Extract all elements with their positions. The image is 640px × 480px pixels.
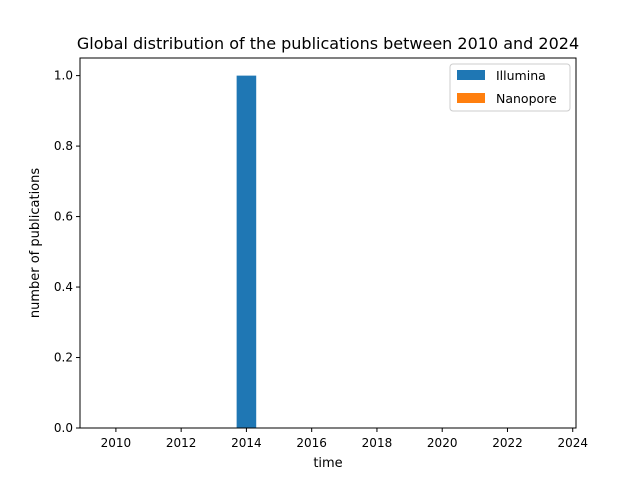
x-tick-label: 2020	[427, 436, 458, 450]
legend-swatch-nanopore	[457, 93, 485, 103]
legend: Illumina Nanopore	[449, 63, 571, 112]
x-axis-label: time	[313, 456, 342, 471]
y-tick-label: 0.6	[54, 210, 73, 224]
legend-label-illumina: Illumina	[496, 68, 546, 83]
x-tick-label: 2010	[101, 436, 132, 450]
y-tick-label: 0.0	[54, 421, 73, 435]
y-axis: 0.0 0.2 0.4 0.6 0.8 1.0	[54, 69, 80, 435]
chart-title: Global distribution of the publications …	[77, 34, 579, 53]
x-tick-label: 2014	[231, 436, 262, 450]
plot-frame	[79, 57, 577, 429]
legend-label-nanopore: Nanopore	[496, 91, 557, 106]
bars-layer	[236, 75, 257, 428]
x-axis: 2010 2012 2014 2016 2018 2020 2022 2024	[101, 428, 588, 450]
y-tick-label: 0.8	[54, 139, 73, 153]
x-tick-label: 2012	[166, 436, 197, 450]
y-tick-label: 0.4	[54, 280, 73, 294]
legend-swatch-illumina	[457, 70, 485, 80]
x-tick-label: 2016	[296, 436, 327, 450]
y-tick-label: 0.2	[54, 351, 73, 365]
x-tick-label: 2022	[492, 436, 523, 450]
y-axis-label: number of publications	[28, 168, 43, 319]
x-tick-label: 2024	[557, 436, 588, 450]
x-tick-label: 2018	[362, 436, 393, 450]
bar-illumina-0	[236, 75, 257, 428]
y-tick-label: 1.0	[54, 69, 73, 83]
